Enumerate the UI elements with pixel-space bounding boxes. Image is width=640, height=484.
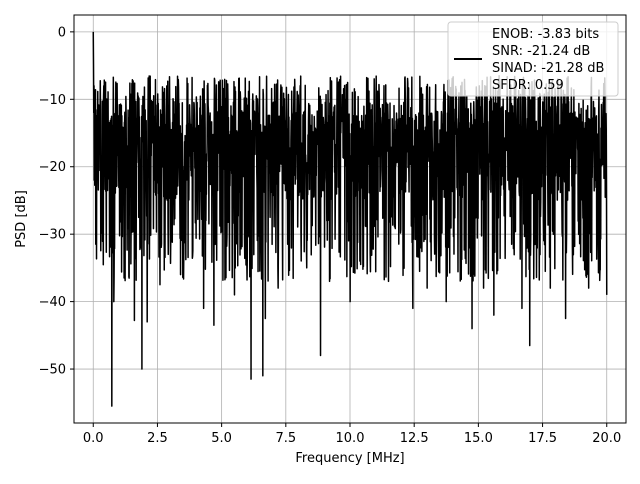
- legend-sinad: SINAD: -21.28 dB: [492, 61, 604, 76]
- y-ticks: 0 −10 −20 −30 −40 −50: [39, 25, 74, 378]
- y-tick-label: −30: [39, 228, 66, 243]
- x-tick-label: 15.0: [464, 431, 493, 446]
- x-tick-label: 7.5: [275, 431, 296, 446]
- x-tick-label: 5.0: [211, 431, 232, 446]
- x-tick-label: 10.0: [336, 431, 365, 446]
- legend-sfdr: SFDR: 0.59: [492, 78, 564, 93]
- x-tick-label: 0.0: [83, 431, 104, 446]
- y-tick-label: −10: [39, 93, 66, 108]
- x-tick-label: 12.5: [400, 431, 429, 446]
- plot-area: [92, 31, 608, 407]
- x-tick-label: 20.0: [592, 431, 621, 446]
- x-tick-label: 17.5: [528, 431, 557, 446]
- x-ticks: 0.0 2.5 5.0 7.5 10.0 12.5 15.0 17.5 20.0: [83, 423, 621, 446]
- legend-enob: ENOB: -3.83 bits: [492, 27, 599, 42]
- x-tick-label: 2.5: [147, 431, 168, 446]
- x-axis-label: Frequency [MHz]: [295, 451, 404, 466]
- y-tick-label: −40: [39, 295, 66, 310]
- legend-box: [447, 21, 619, 97]
- y-tick-label: −20: [39, 160, 66, 175]
- legend-snr: SNR: -21.24 dB: [492, 44, 590, 59]
- y-axis-label: PSD [dB]: [14, 190, 29, 248]
- legend: ENOB: -3.83 bits SNR: -21.24 dB SINAD: -…: [447, 21, 619, 97]
- y-tick-label: 0: [58, 25, 66, 40]
- psd-series-line: [92, 31, 608, 407]
- y-tick-label: −50: [39, 363, 66, 378]
